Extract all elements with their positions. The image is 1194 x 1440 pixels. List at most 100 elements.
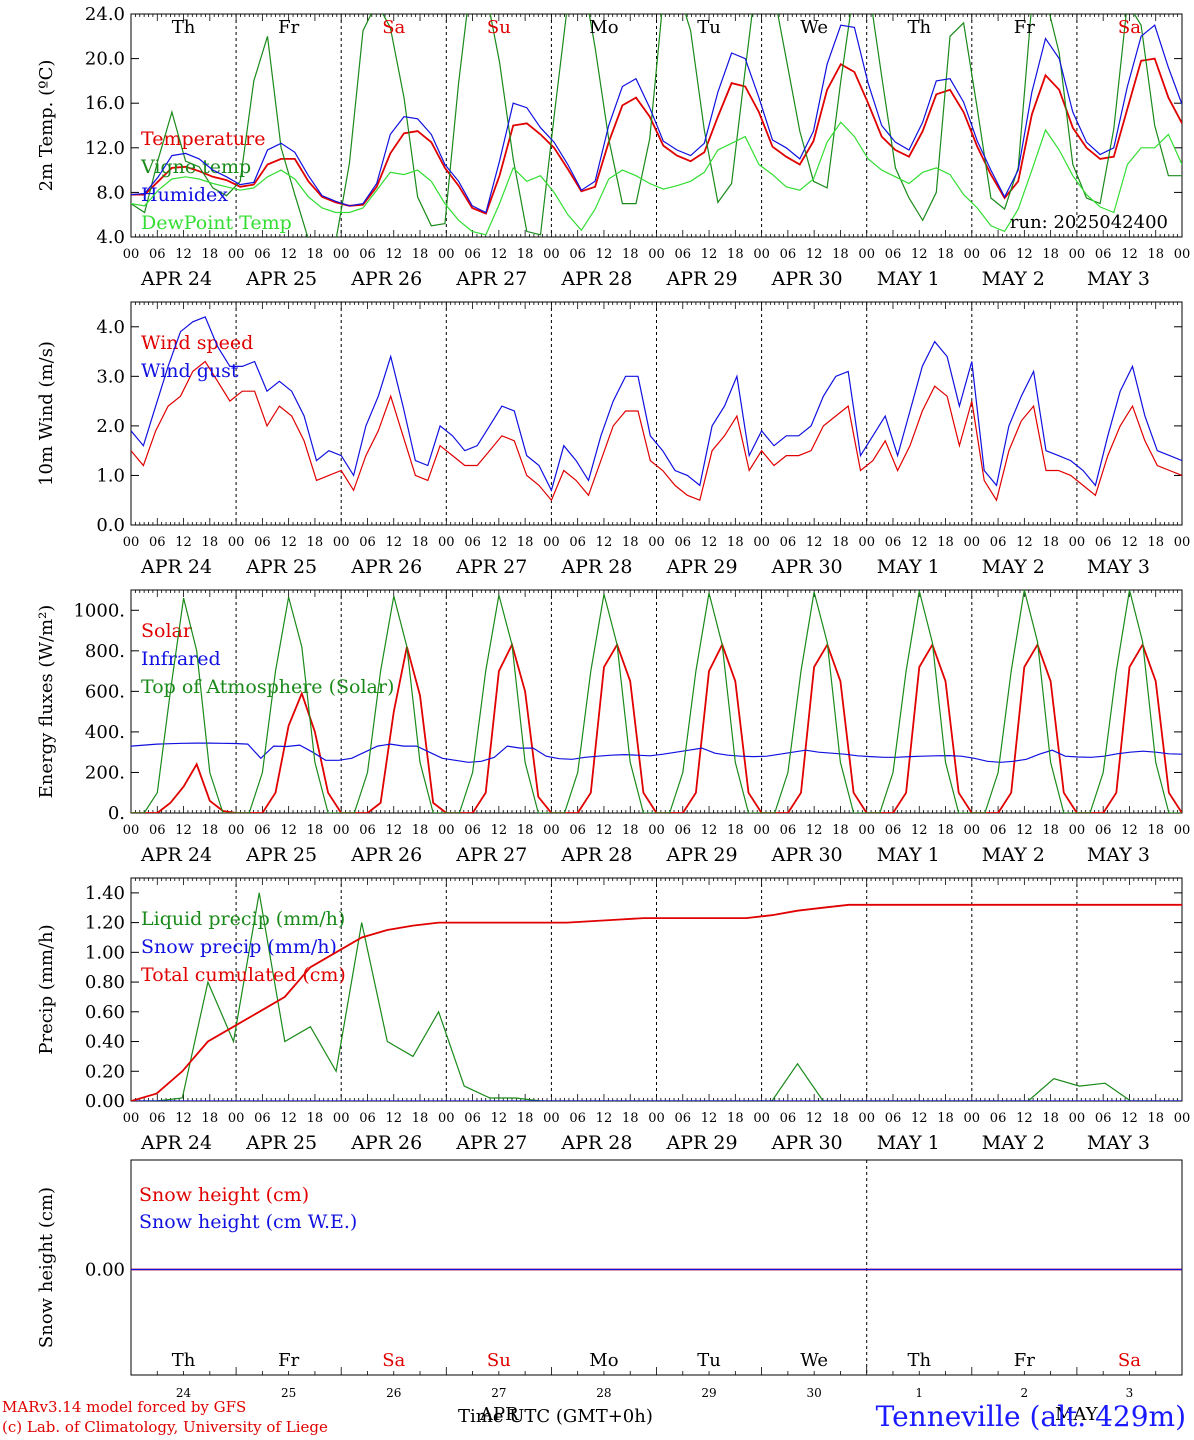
y-tick-label: 0.20 (85, 1061, 125, 1082)
hour-label: 18 (622, 823, 639, 838)
hour-label: 00 (228, 1111, 245, 1126)
hour-label: 18 (412, 1111, 429, 1126)
y-axis-title: Precip (mm/h) (36, 924, 57, 1054)
date-label: APR 29 (666, 268, 738, 290)
hour-label: 18 (517, 535, 534, 550)
hour-label: 06 (780, 247, 797, 262)
hour-label: 00 (753, 535, 770, 550)
date-label: APR 29 (666, 1132, 738, 1154)
model-credit: MARv3.14 model forced by GFS (2, 1398, 247, 1416)
hour-label: 00 (648, 247, 665, 262)
hour-label: 00 (123, 1111, 140, 1126)
day-name-label: Tu (697, 17, 721, 38)
hour-label: 18 (1147, 247, 1164, 262)
hour-label: 00 (964, 1111, 981, 1126)
hour-label: 06 (149, 1111, 166, 1126)
hour-label: 18 (937, 247, 954, 262)
day-number-label: 29 (701, 1386, 716, 1400)
date-label: APR 27 (455, 268, 527, 290)
day-name-label: Su (487, 1350, 511, 1371)
hour-label: 12 (280, 535, 297, 550)
hour-label: 18 (517, 1111, 534, 1126)
hour-label: 12 (491, 1111, 508, 1126)
legend-entry: Liquid precip (mm/h) (141, 908, 345, 930)
legend-entry: Snow precip (mm/h) (141, 936, 337, 958)
hour-label: 06 (780, 1111, 797, 1126)
hour-label: 00 (1174, 247, 1191, 262)
day-number-label: 2 (1021, 1386, 1029, 1400)
date-label: APR 28 (560, 556, 632, 578)
day-name-label: Sa (382, 17, 405, 38)
hour-label: 12 (280, 1111, 297, 1126)
hour-label: 06 (149, 247, 166, 262)
hour-label: 12 (491, 823, 508, 838)
hour-label: 12 (701, 823, 718, 838)
series-line-top-of-atmosphere-solar- (131, 590, 1182, 813)
legend-entry: Wind gust (141, 360, 239, 382)
hour-label: 00 (438, 247, 455, 262)
hour-label: 12 (385, 247, 402, 262)
station-title: Tenneville (alt. 429m) (875, 1400, 1186, 1433)
hour-label: 00 (753, 247, 770, 262)
hour-label: 06 (254, 823, 271, 838)
date-label: MAY 2 (982, 268, 1045, 290)
legend-entry: Infrared (141, 648, 221, 670)
date-label: MAY 3 (1087, 844, 1150, 866)
legend-entry: Snow height (cm W.E.) (139, 1211, 357, 1233)
hour-label: 06 (1095, 247, 1112, 262)
hour-label: 18 (517, 823, 534, 838)
hour-label: 06 (675, 1111, 692, 1126)
apr-month-label: APR (480, 1404, 519, 1425)
date-label: MAY 1 (877, 844, 940, 866)
day-number-label: 3 (1126, 1386, 1134, 1400)
hour-label: 06 (990, 823, 1007, 838)
hour-label: 06 (675, 535, 692, 550)
y-tick-label: 1.0 (96, 465, 125, 486)
hour-label: 18 (832, 1111, 849, 1126)
lab-credit: (c) Lab. of Climatology, University of L… (2, 1418, 328, 1436)
day-name-label: Mo (589, 17, 618, 38)
hour-label: 06 (359, 247, 376, 262)
hour-label: 06 (359, 535, 376, 550)
hour-label: 12 (280, 823, 297, 838)
series-line-temperature (131, 57, 1182, 215)
date-label: MAY 2 (982, 1132, 1045, 1154)
legend-entry: Humidex (141, 184, 228, 206)
date-label: MAY 3 (1087, 1132, 1150, 1154)
legend-entry: Vigne temp (140, 156, 251, 178)
date-label: APR 25 (245, 1132, 317, 1154)
y-axis-title: Snow height (cm) (36, 1187, 57, 1348)
series-line-solar (131, 642, 1182, 813)
run-label: run: 2025042400 (1010, 212, 1168, 233)
hour-label: 12 (701, 1111, 718, 1126)
date-label: APR 27 (455, 1132, 527, 1154)
hour-label: 12 (1121, 247, 1138, 262)
hour-label: 12 (596, 535, 613, 550)
hour-label: 18 (622, 247, 639, 262)
legend-entry: Solar (141, 620, 193, 642)
hour-label: 18 (202, 535, 219, 550)
hour-label: 00 (438, 1111, 455, 1126)
time-axis-label: Time UTC (GMT+0h) (458, 1406, 653, 1427)
day-name-label: Sa (382, 1350, 405, 1371)
legend-entry: Total cumulated (cm) (141, 964, 346, 986)
hour-label: 06 (885, 535, 902, 550)
hour-label: 12 (911, 247, 928, 262)
y-axis-title: 10m Wind (m/s) (36, 341, 57, 486)
hour-label: 18 (1042, 535, 1059, 550)
hour-label: 06 (569, 247, 586, 262)
date-label: APR 26 (350, 1132, 422, 1154)
y-tick-label: 4.0 (96, 227, 125, 248)
y-tick-label: 400. (85, 722, 125, 743)
hour-label: 12 (1016, 247, 1033, 262)
date-label: APR 25 (245, 556, 317, 578)
hour-label: 00 (123, 535, 140, 550)
hour-label: 00 (1069, 247, 1086, 262)
hour-label: 00 (648, 823, 665, 838)
y-tick-label: 8.0 (96, 182, 125, 203)
panel-frame (130, 589, 1183, 814)
hour-label: 18 (832, 247, 849, 262)
y-axis-title: Energy fluxes (W/m²) (36, 605, 57, 799)
day-name-label: Sa (1118, 17, 1141, 38)
